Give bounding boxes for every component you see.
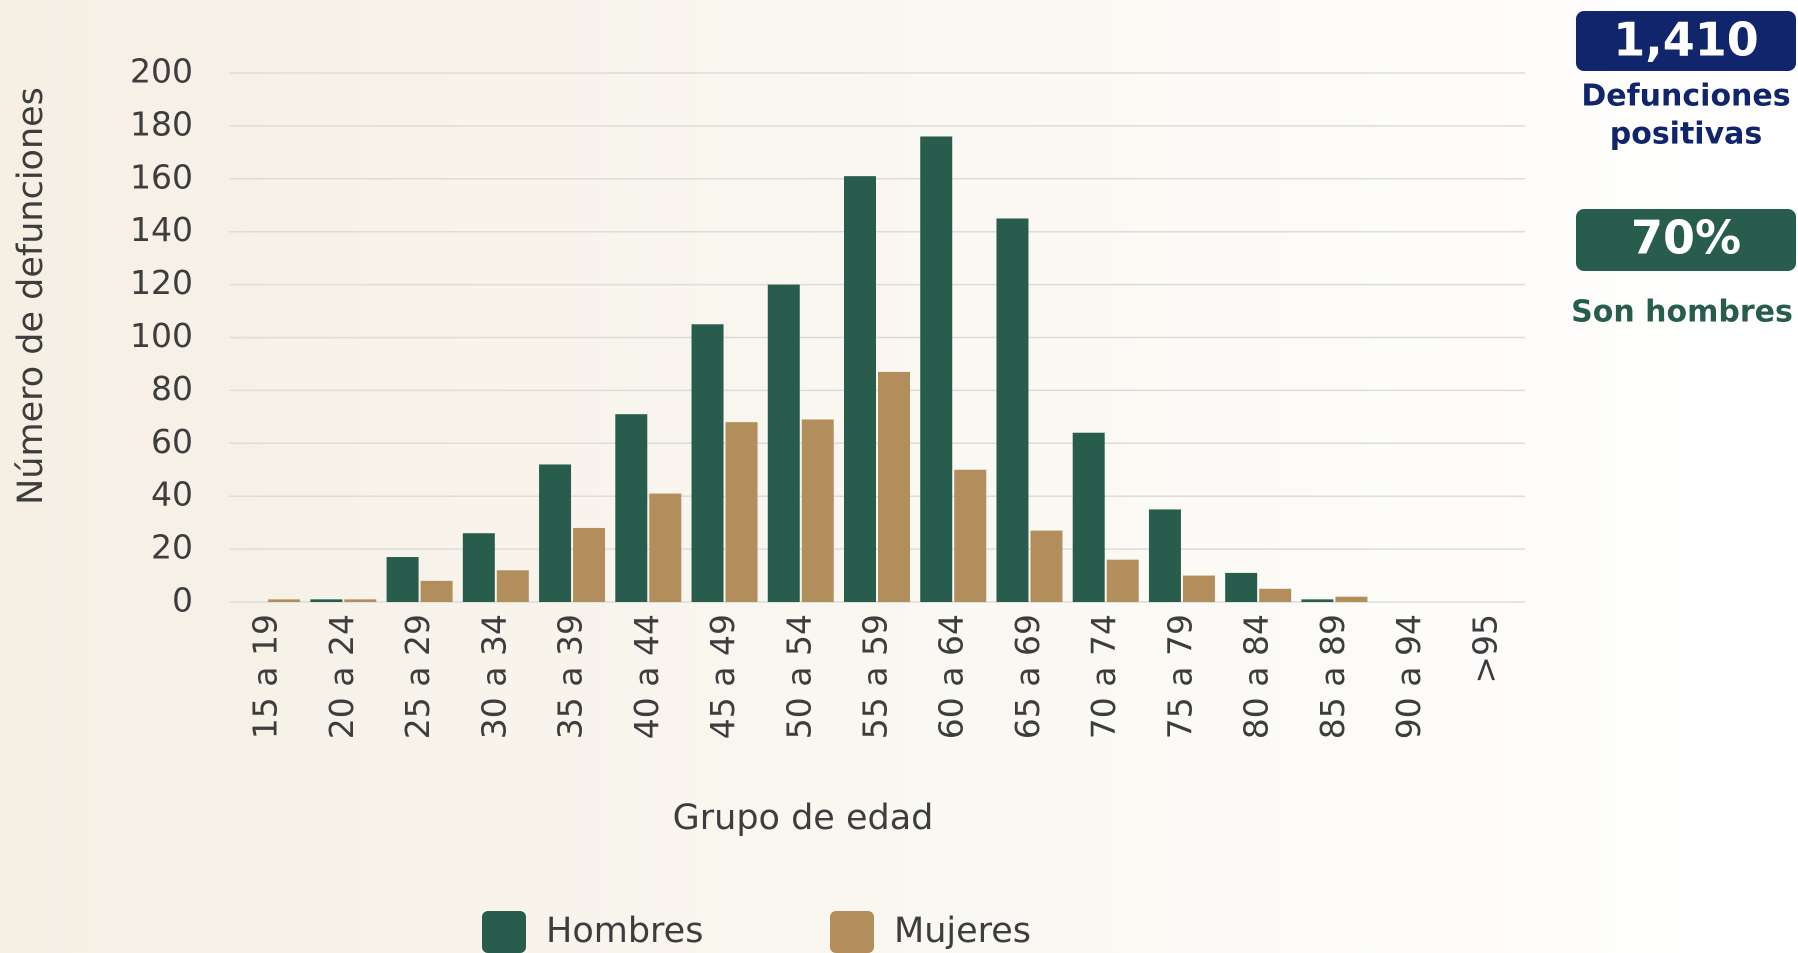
y-tick-label: 0 [172,581,193,620]
x-tick-label: 80 a 84 [1237,614,1276,739]
y-tick-label: 120 [130,263,193,302]
bar [1182,575,1215,602]
y-tick-label: 40 [151,475,193,514]
bar [1030,530,1063,602]
y-tick-label: 160 [130,157,193,196]
legend-label: Hombres [546,911,703,951]
bar [344,599,377,602]
legend-label: Mujeres [894,911,1031,951]
bar [1148,509,1181,602]
x-tick-label: 35 a 39 [551,614,590,739]
x-tick-label: 25 a 29 [398,614,437,739]
bar [954,469,987,602]
y-axis-title: Número de defunciones [11,87,51,505]
bar [691,324,724,602]
x-tick-label: 75 a 79 [1160,614,1199,739]
x-tick-label: 40 a 44 [627,614,666,739]
bar [310,599,343,602]
bar [649,493,682,602]
total-label: positivas [1610,117,1763,152]
y-tick-label: 180 [130,104,193,143]
y-tick-label: 200 [130,52,193,91]
bar [801,419,834,602]
total-label: Defunciones [1581,79,1790,114]
x-tick-label: 30 a 34 [474,614,513,739]
x-tick-label: 70 a 74 [1084,614,1123,739]
x-tick-label: 50 a 54 [779,614,818,739]
x-axis-title: Grupo de edad [673,798,934,838]
x-tick-label: 60 a 64 [932,614,971,739]
share-label: Son hombres [1571,295,1793,330]
total-value: 1,410 [1613,13,1759,67]
y-tick-label: 140 [130,210,193,249]
bar [1106,559,1139,602]
bar [615,414,648,602]
share-box [1576,209,1796,271]
total-box [1576,11,1796,71]
bar [268,599,301,602]
bar [539,464,572,602]
bar [1335,596,1368,602]
bar [725,422,758,602]
bar [920,136,953,603]
x-tick-label: 85 a 89 [1313,614,1352,739]
x-tick-label: 90 a 94 [1389,614,1428,739]
x-tick-label: 20 a 24 [322,614,361,739]
bar [878,371,910,602]
y-tick-label: 20 [151,528,193,567]
bar [1301,599,1334,602]
bar [1225,572,1258,602]
bar [462,533,495,602]
x-tick-label: 15 a 19 [246,614,285,739]
share-value: 70% [1631,211,1741,265]
bar [573,527,606,602]
bar [386,557,419,602]
bar [844,176,876,602]
x-tick-label: 65 a 69 [1008,614,1047,739]
y-tick-label: 100 [130,316,193,355]
bar [420,580,453,602]
bar [1259,588,1292,602]
x-tick-label: >95 [1465,614,1504,684]
y-tick-label: 80 [151,369,193,408]
y-tick-label: 60 [151,422,193,461]
bar [1072,432,1105,602]
bar [996,218,1029,602]
bar [496,570,529,602]
x-tick-label: 55 a 59 [856,614,895,739]
bar [767,284,800,602]
legend-swatch [482,911,526,953]
x-tick-label: 45 a 49 [703,614,742,739]
legend-swatch [830,911,874,953]
